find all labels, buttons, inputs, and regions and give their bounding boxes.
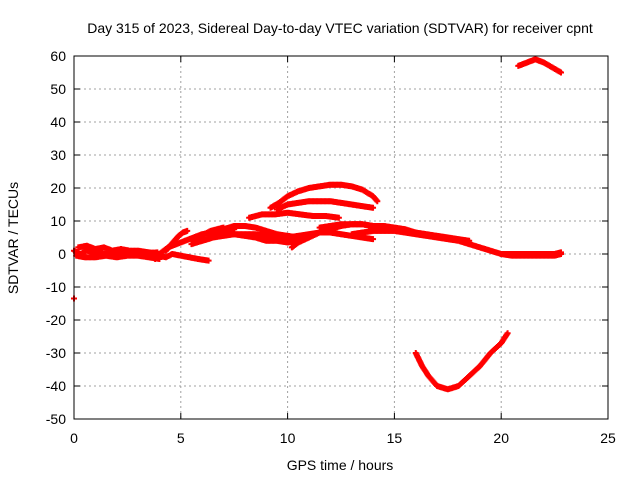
data-point [558, 69, 565, 76]
data-point [205, 257, 212, 264]
y-tick-label: -40 [46, 378, 66, 394]
series-arc-15 [498, 249, 565, 257]
y-tick-label: 0 [58, 246, 66, 262]
series-arc-20 [515, 56, 565, 76]
y-tick-label: -30 [46, 345, 66, 361]
y-tick-label: -50 [46, 411, 66, 427]
x-axis-label: GPS time / hours [287, 457, 394, 473]
data-series [71, 56, 565, 393]
axis-ticks: 0 5 10 15 20 25 -50 -40 -30 -20 -10 0 10 20 30 40 50 60 [46, 48, 616, 446]
data-point [504, 330, 511, 337]
series-arc-18 [246, 209, 342, 221]
y-axis-label: SDTVAR / TECUs [5, 182, 21, 294]
y-tick-label: 30 [50, 147, 66, 163]
series-arc-19 [412, 330, 511, 393]
chart-title: Day 315 of 2023, Sidereal Day-to-day VTE… [87, 20, 593, 36]
series-arc-16 [267, 181, 381, 211]
x-tick-label: 0 [70, 430, 78, 446]
x-tick-label: 5 [177, 430, 185, 446]
data-point [558, 249, 565, 256]
y-tick-label: -10 [46, 279, 66, 295]
x-tick-label: 25 [600, 430, 616, 446]
data-point [370, 204, 377, 211]
plot-frame [73, 55, 609, 420]
series-arc-6 [162, 227, 191, 254]
data-point [374, 198, 381, 205]
x-tick-label: 20 [493, 430, 509, 446]
series-arc-10 [220, 222, 302, 241]
x-tick-label: 10 [280, 430, 296, 446]
y-tick-label: 20 [50, 180, 66, 196]
series-arc-4 [152, 251, 212, 264]
data-point [370, 236, 377, 243]
data-point [335, 214, 342, 221]
y-tick-label: 60 [50, 48, 66, 64]
series-arc-9 [188, 231, 291, 248]
series-arc-3 [73, 252, 163, 262]
y-tick-label: 40 [50, 114, 66, 130]
series-arc-2 [75, 242, 163, 257]
y-tick-label: 50 [50, 81, 66, 97]
y-tick-label: -20 [46, 312, 66, 328]
y-tick-label: 10 [50, 213, 66, 229]
x-tick-label: 15 [387, 430, 403, 446]
data-point [184, 227, 191, 234]
